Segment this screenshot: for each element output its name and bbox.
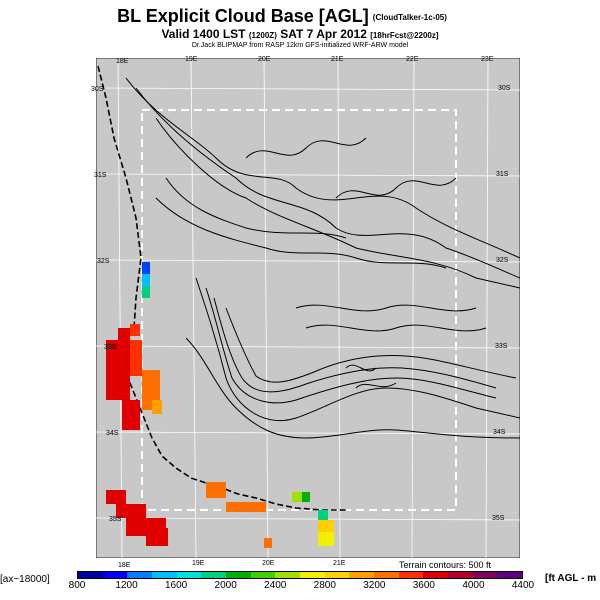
lat-label-left-32s: 32S: [97, 258, 110, 265]
graticule: [96, 58, 520, 558]
colorbar-tick-label: 1200: [115, 580, 138, 591]
colorbar-tick-label: 4400: [511, 580, 535, 591]
inner-domain-box: [141, 109, 457, 511]
colorbar-swatch: [226, 572, 251, 578]
colorbar-tick-label: 2000: [214, 580, 237, 591]
land-background: [96, 58, 520, 558]
lat-label-right-34s: 34S: [493, 429, 506, 436]
colorbar-tick-label: 1600: [164, 580, 188, 591]
colorbar-swatch: [300, 572, 325, 578]
colorbar-swatch: [472, 572, 498, 578]
lon-label-top-19e: 19E: [185, 56, 198, 63]
coastline: [97, 65, 346, 511]
lon-label-top-23e: 23E: [481, 56, 494, 63]
lat-label-left-33s: 33S: [104, 344, 117, 351]
lon-label-top-21e: 21E: [331, 56, 344, 63]
source-line: Dr.Jack BLIPMAP from RASP 12km GFS-initi…: [191, 42, 409, 49]
colorbar-swatch: [78, 572, 103, 578]
lat-label-right-35s: 35S: [492, 515, 505, 522]
lat-label-right-31s: 31S: [496, 171, 509, 178]
lon-label-bottom-18e: 18E: [118, 562, 131, 569]
colorbar-swatch: [152, 572, 177, 578]
lon-label-top-22e: 22E: [406, 56, 419, 63]
colorbar-swatch: [250, 572, 276, 578]
colorbar-swatch: [349, 572, 375, 578]
colorbar-swatch: [127, 572, 153, 578]
lat-label-left-31s: 31S: [94, 172, 107, 179]
colorbar-tick-label: 2800: [313, 580, 336, 591]
colorbar-tick-label: 3200: [363, 580, 386, 591]
terrain-contours: [125, 77, 520, 439]
colorbar-swatch: [176, 572, 202, 578]
valid-time: Valid 1400 LST (1200Z) SAT 7 Apr 2012 [1…: [161, 27, 439, 41]
lat-label-left-35s: 35S: [109, 516, 122, 523]
colorbar-swatch: [448, 572, 473, 578]
lat-label-left-34s: 34S: [106, 430, 119, 437]
terrain-note: Terrain contours: 500 ft: [399, 560, 492, 570]
lon-label-top-18e: 18E: [116, 58, 129, 65]
colorbar-tick-label: 800: [68, 580, 86, 591]
colorbar-units-label: [ft AGL - m: [545, 573, 597, 584]
lat-label-left-30s: 30S: [91, 86, 104, 93]
colorbar-tick-label: 4000: [462, 580, 485, 591]
lon-label-bottom-21e: 21E: [333, 560, 346, 567]
colorbar-swatch: [102, 572, 128, 578]
colorbar-left-label: [ax~18000]: [0, 574, 50, 585]
lon-label-top-20e: 20E: [258, 56, 271, 63]
cloud-base-cells: [106, 262, 334, 548]
colorbar-tick-label: 2400: [264, 580, 287, 591]
colorbar-swatch: [201, 572, 227, 578]
colorbar: [77, 571, 523, 579]
colorbar-swatch: [324, 572, 350, 578]
colorbar-swatch: [275, 572, 301, 578]
lon-label-bottom-20e: 20E: [262, 560, 275, 567]
lat-label-right-32s: 32S: [496, 257, 509, 264]
colorbar-swatch: [374, 572, 399, 578]
map-panel: [96, 58, 520, 558]
map-title: BL Explicit Cloud Base [AGL] (CloudTalker…: [117, 6, 447, 26]
colorbar-tick-label: 3600: [412, 580, 435, 591]
lat-label-right-33s: 33S: [495, 343, 508, 350]
colorbar-swatch: [423, 572, 449, 578]
colorbar-swatch: [497, 572, 523, 578]
colorbar-swatch: [398, 572, 424, 578]
lon-label-bottom-19e: 19E: [192, 560, 205, 567]
lat-label-right-30s: 30S: [498, 85, 511, 92]
title-note: (CloudTalker-1c-05): [372, 12, 447, 22]
